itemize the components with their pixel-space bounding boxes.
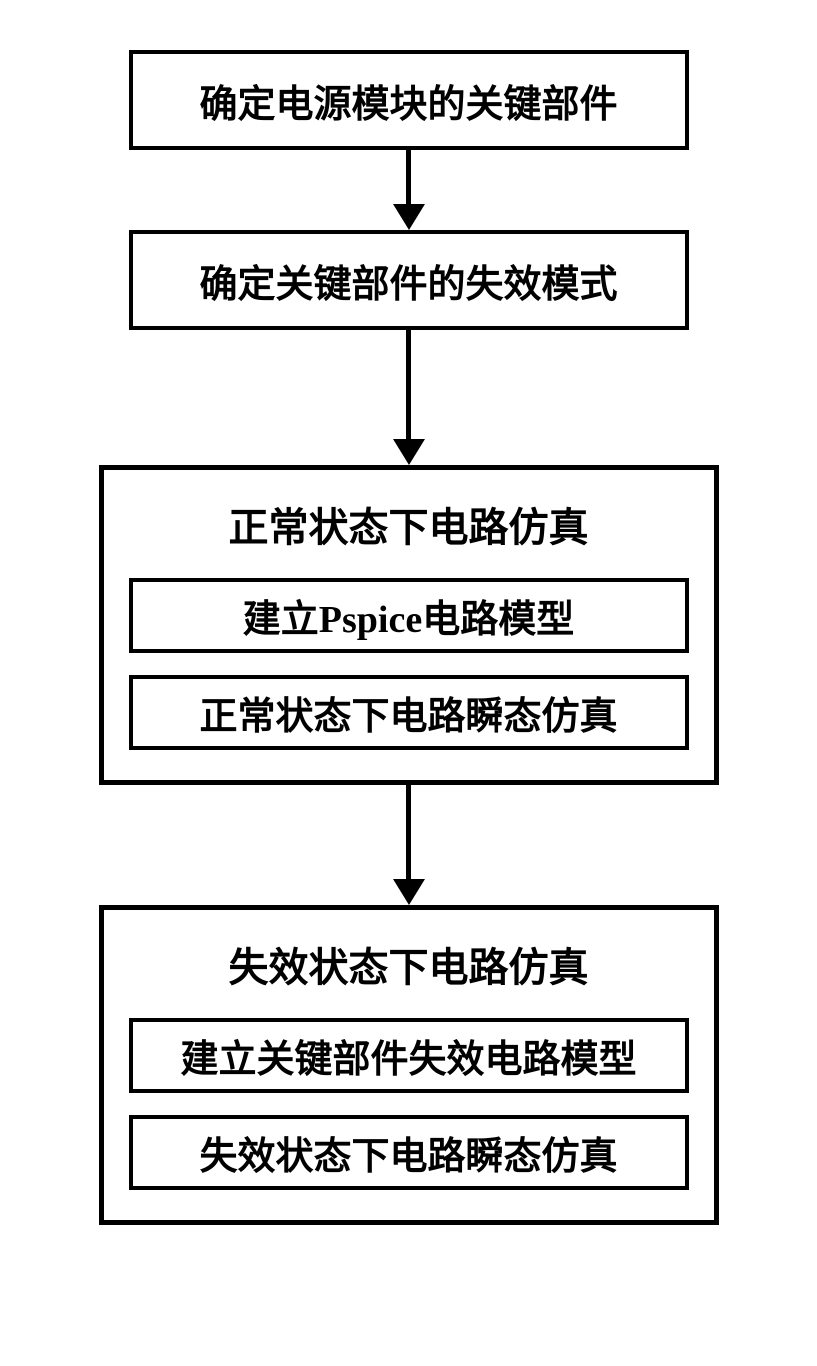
step-3-inner-2: 正常状态下电路瞬态仿真 [129, 675, 689, 750]
step-3-box: 正常状态下电路仿真 建立Pspice电路模型 正常状态下电路瞬态仿真 [99, 465, 719, 785]
step-2-text: 确定关键部件的失效模式 [199, 253, 617, 308]
arrow-1-line [406, 150, 411, 205]
step-4-inner-2-text: 失效状态下电路瞬态仿真 [199, 1125, 617, 1180]
step-4-title: 失效状态下电路仿真 [229, 935, 589, 993]
arrow-2-head [393, 439, 425, 465]
step-4-box: 失效状态下电路仿真 建立关键部件失效电路模型 失效状态下电路瞬态仿真 [99, 905, 719, 1225]
step-4-inner-2: 失效状态下电路瞬态仿真 [129, 1115, 689, 1190]
arrow-3-head [393, 879, 425, 905]
arrow-3 [393, 785, 425, 905]
arrow-1-head [393, 204, 425, 230]
step-3-title: 正常状态下电路仿真 [229, 495, 589, 553]
step-1-box: 确定电源模块的关键部件 [129, 50, 689, 150]
step-4-inner-1-text: 建立关键部件失效电路模型 [180, 1028, 636, 1083]
step-1-text: 确定电源模块的关键部件 [199, 73, 617, 128]
arrow-2-line [406, 330, 411, 440]
step-3-inner-2-text: 正常状态下电路瞬态仿真 [199, 685, 617, 740]
arrow-1 [393, 150, 425, 230]
step-2-box: 确定关键部件的失效模式 [129, 230, 689, 330]
step-4-inner-1: 建立关键部件失效电路模型 [129, 1018, 689, 1093]
step-3-inner-1-text: 建立Pspice电路模型 [243, 588, 574, 643]
flowchart-container: 确定电源模块的关键部件 确定关键部件的失效模式 正常状态下电路仿真 建立Pspi… [99, 50, 719, 1225]
step-3-inner-1: 建立Pspice电路模型 [129, 578, 689, 653]
arrow-2 [393, 330, 425, 465]
arrow-3-line [406, 785, 411, 880]
